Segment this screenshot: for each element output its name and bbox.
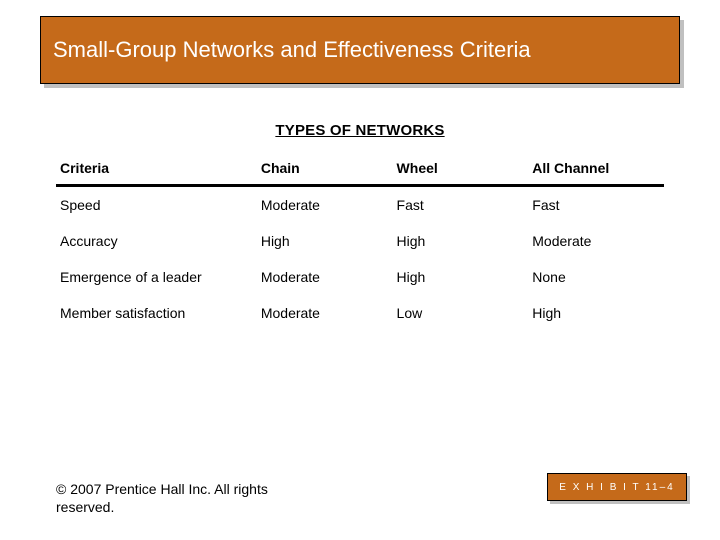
cell-chain: Moderate <box>257 259 393 295</box>
cell-wheel: High <box>393 223 529 259</box>
networks-table-area: Criteria Chain Wheel All Channel Speed M… <box>56 154 664 331</box>
cell-all-channel: None <box>528 259 664 295</box>
cell-all-channel: Fast <box>528 186 664 224</box>
cell-chain: High <box>257 223 393 259</box>
cell-criteria: Member satisfaction <box>56 295 257 331</box>
exhibit-box: E X H I B I T 11–4 <box>547 473 687 501</box>
table-row: Member satisfaction Moderate Low High <box>56 295 664 331</box>
cell-criteria: Accuracy <box>56 223 257 259</box>
cell-all-channel: Moderate <box>528 223 664 259</box>
table-row: Accuracy High High Moderate <box>56 223 664 259</box>
cell-chain: Moderate <box>257 186 393 224</box>
copyright-text: © 2007 Prentice Hall Inc. All rights res… <box>56 480 296 516</box>
cell-wheel: Fast <box>393 186 529 224</box>
cell-all-channel: High <box>528 295 664 331</box>
title-box: Small-Group Networks and Effectiveness C… <box>40 16 680 84</box>
cell-criteria: Emergence of a leader <box>56 259 257 295</box>
col-header-criteria: Criteria <box>56 154 257 186</box>
table-row: Speed Moderate Fast Fast <box>56 186 664 224</box>
cell-wheel: High <box>393 259 529 295</box>
col-header-all-channel: All Channel <box>528 154 664 186</box>
slide-title: Small-Group Networks and Effectiveness C… <box>53 36 531 64</box>
table-header-row: Criteria Chain Wheel All Channel <box>56 154 664 186</box>
cell-chain: Moderate <box>257 295 393 331</box>
col-header-wheel: Wheel <box>393 154 529 186</box>
types-of-networks-heading: TYPES OF NETWORKS <box>0 122 720 139</box>
cell-wheel: Low <box>393 295 529 331</box>
exhibit-label: E X H I B I T 11–4 <box>559 482 675 493</box>
col-header-chain: Chain <box>257 154 393 186</box>
table-row: Emergence of a leader Moderate High None <box>56 259 664 295</box>
networks-table: Criteria Chain Wheel All Channel Speed M… <box>56 154 664 331</box>
cell-criteria: Speed <box>56 186 257 224</box>
